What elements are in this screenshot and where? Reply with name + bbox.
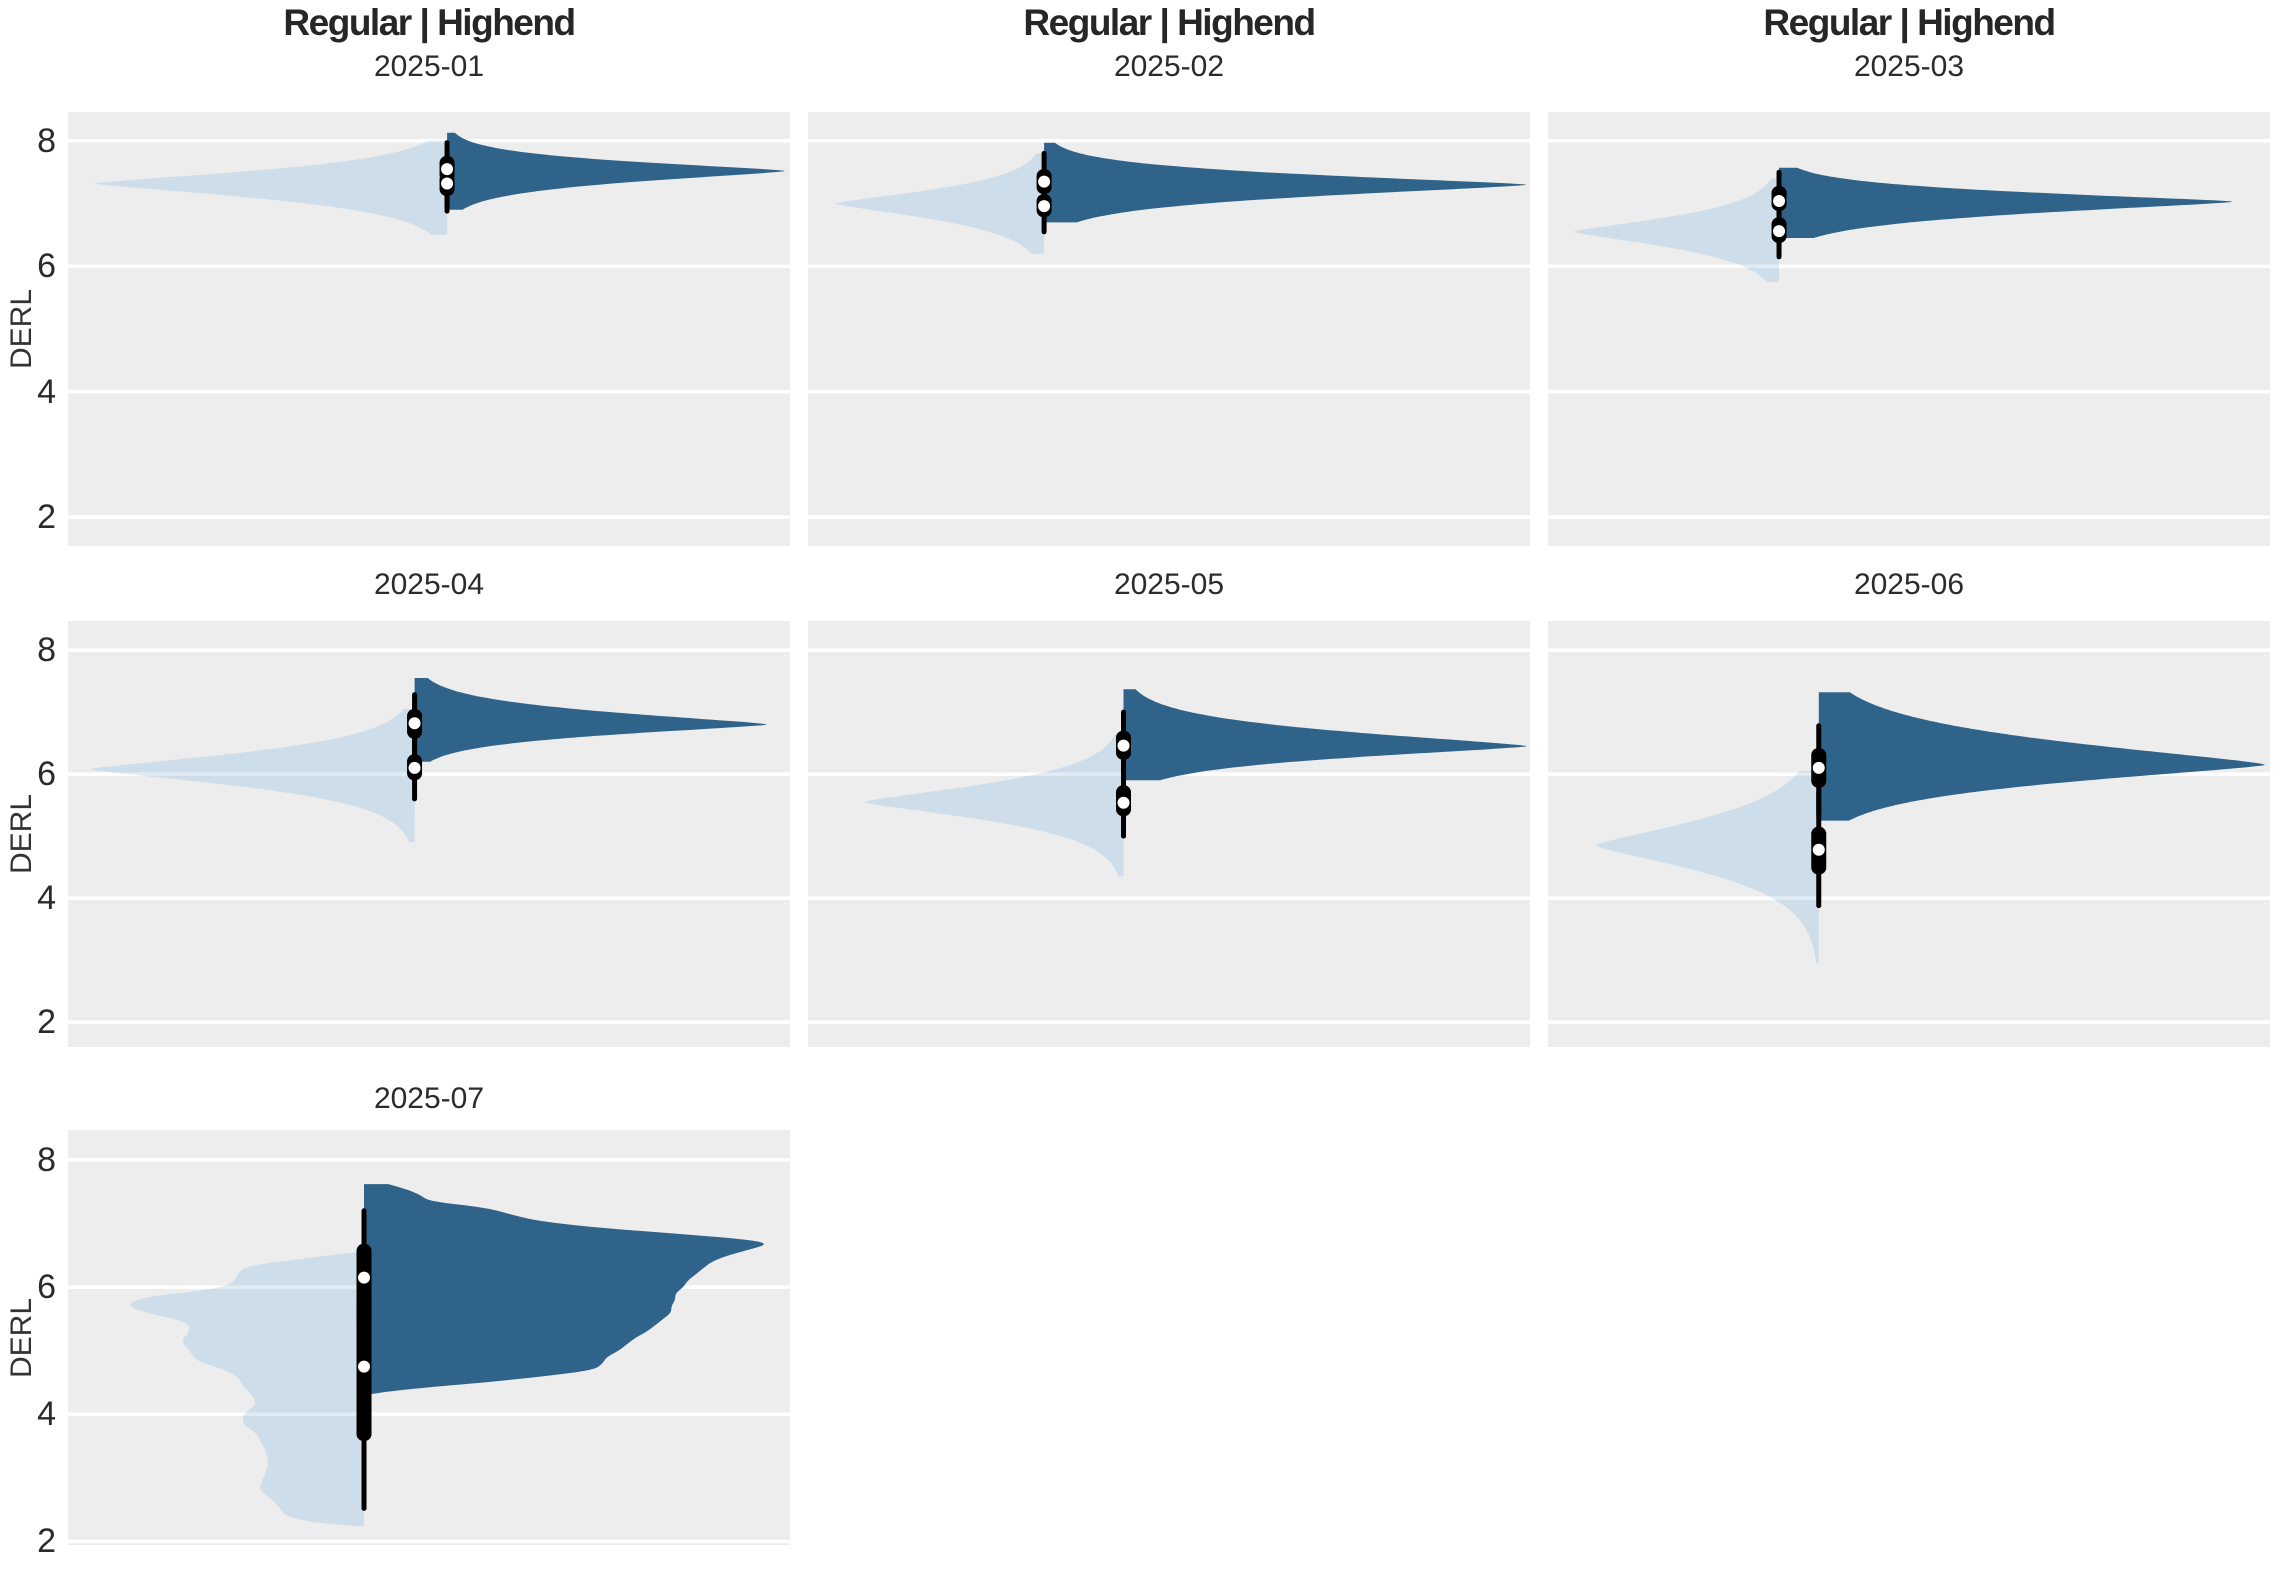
y-tick-label: 6 <box>37 1268 56 1307</box>
regular-violin <box>94 140 448 235</box>
regular-median-dot <box>358 1360 371 1373</box>
regular-median-dot <box>1038 200 1051 213</box>
violin-panel <box>1548 621 2270 1047</box>
facet-subtitle: 2025-06 <box>1853 568 1965 601</box>
y-axis-label: DERL <box>5 1297 38 1378</box>
violin-panel <box>68 1130 790 1545</box>
highend-violin <box>1123 689 1527 781</box>
facet-title: Regular | Highend <box>1023 2 1316 43</box>
violin-panel <box>808 621 1530 1047</box>
regular-median-dot <box>1812 843 1825 856</box>
facet-subtitle: 2025-07 <box>373 1082 485 1115</box>
highend-median-dot <box>1038 175 1051 188</box>
highend-violin <box>1779 167 2233 238</box>
highend-violin <box>364 1184 764 1396</box>
facet-subtitle: 2025-01 <box>373 50 485 83</box>
facet-title: Regular | Highend <box>283 2 576 43</box>
highend-median-dot <box>1812 761 1825 774</box>
highend-median-dot <box>358 1271 371 1284</box>
facet-subtitle: 2025-05 <box>1113 568 1225 601</box>
violin-panel <box>68 112 790 546</box>
regular-median-dot <box>441 177 454 190</box>
highend-violin <box>447 132 785 210</box>
regular-violin <box>1574 178 1779 282</box>
highend-median-dot <box>1773 195 1786 207</box>
y-tick-label: 2 <box>37 498 56 537</box>
y-axis-label: DERL <box>5 793 38 875</box>
y-axis-label: DERL <box>5 288 38 370</box>
y-tick-label: 6 <box>37 755 56 794</box>
regular-violin <box>1595 771 1819 964</box>
y-tick-label: 4 <box>37 372 56 411</box>
y-tick-label: 4 <box>37 1395 56 1434</box>
highend-violin <box>1044 142 1527 223</box>
y-tick-label: 6 <box>37 247 56 286</box>
y-tick-label: 8 <box>37 1140 56 1179</box>
violin-panel <box>68 621 790 1047</box>
highend-median-dot <box>441 163 454 176</box>
highend-median-dot <box>408 717 421 730</box>
panel-background <box>808 621 1530 1047</box>
regular-violin <box>130 1252 364 1527</box>
highend-violin <box>414 678 767 762</box>
y-tick-label: 2 <box>37 1522 56 1561</box>
highend-median-dot <box>1117 739 1130 752</box>
regular-median-dot <box>1117 796 1130 809</box>
regular-violin <box>91 709 415 843</box>
regular-violin <box>864 733 1124 877</box>
regular-violin <box>835 153 1045 254</box>
violin-panel <box>1548 112 2270 546</box>
violin-panel <box>808 112 1530 546</box>
y-tick-label: 8 <box>37 631 56 670</box>
highend-box <box>356 1243 372 1329</box>
facet-subtitle: 2025-04 <box>373 568 485 601</box>
y-tick-label: 4 <box>37 879 56 918</box>
panel-background <box>1548 112 2270 546</box>
regular-median-dot <box>1773 225 1786 238</box>
facet-subtitle: 2025-02 <box>1113 50 1225 83</box>
highend-violin <box>1818 692 2265 821</box>
y-tick-label: 2 <box>37 1003 56 1042</box>
regular-median-dot <box>408 761 421 774</box>
y-tick-label: 8 <box>37 121 56 160</box>
facet-title: Regular | Highend <box>1763 2 2056 43</box>
facet-subtitle: 2025-03 <box>1853 50 1965 83</box>
